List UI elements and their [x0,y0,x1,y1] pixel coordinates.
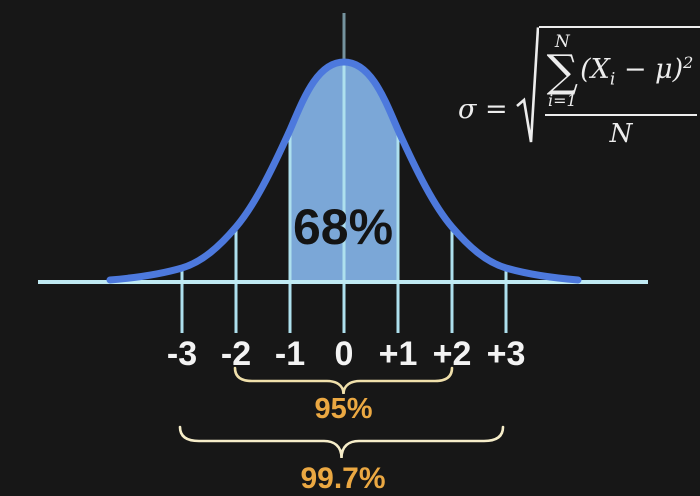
bell-curve-stroke [106,58,582,284]
tick-label-minus3: -3 [166,335,198,373]
fraction-numerator: N ∑ i=1 (Xi − μ)2 [544,33,698,116]
squared-deviation-term: (Xi − μ)2 [580,53,694,90]
tick-label-zero: 0 [334,335,354,373]
percent-95-label: 95% [314,393,373,425]
radical-sign-icon [515,27,539,143]
tick-label-plus2: +2 [432,335,472,373]
tick-label-minus1: -1 [274,335,306,373]
percent-997-label: 99.7% [300,462,386,495]
radicand: N ∑ i=1 (Xi − μ)2 N [538,26,700,149]
tick-label-minus2: -2 [220,335,252,373]
sigma-sum-icon: ∑ [546,46,579,97]
brace-95 [233,366,454,395]
sum-upper-limit: N [554,32,570,52]
sum-lower-limit: i=1 [548,91,577,110]
fraction: N ∑ i=1 (Xi − μ)2 N [544,33,698,149]
tick-label-plus3: +3 [486,335,526,373]
stddev-formula: σ = N ∑ i=1 (Xi − μ)2 N [458,26,700,149]
fraction-denominator: N [609,119,633,149]
tick-label-plus1: +1 [378,335,418,373]
brace-997 [178,425,505,459]
percent-68-label: 68% [292,199,394,255]
formula-lhs: σ = [458,94,508,125]
summation: N ∑ i=1 [547,33,578,110]
square-root: N ∑ i=1 (Xi − μ)2 N [515,26,700,149]
